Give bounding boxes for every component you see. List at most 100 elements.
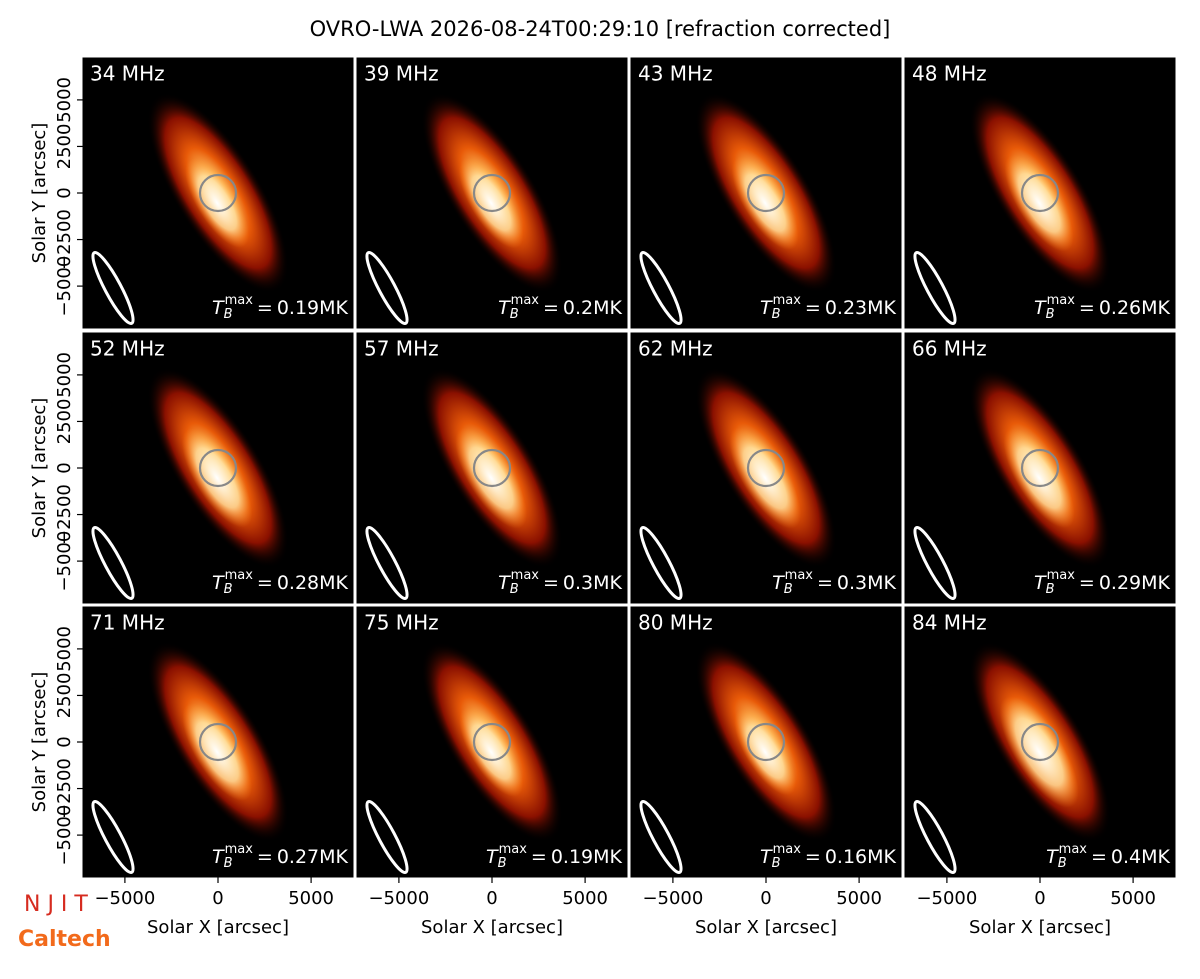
solar-disk (198, 173, 238, 213)
tb-label: TBmax = 0.16MK (760, 842, 896, 871)
x-tick-label: 5000 (562, 888, 608, 909)
tb-part: B (1046, 582, 1055, 597)
beam (913, 799, 957, 875)
tb-part: = (805, 297, 821, 319)
tb-part: 0.26MK (1099, 297, 1171, 319)
x-tick-label: −5000 (94, 888, 155, 909)
y-tick-label: −2500 (54, 484, 75, 545)
beam (913, 250, 957, 326)
y-tick-label: −5000 (54, 531, 75, 592)
panel-label: 62 MHz (638, 337, 713, 361)
tb-part: 0.19MK (551, 846, 623, 868)
solar-disk (1020, 448, 1060, 488)
tb-part: = (1091, 846, 1107, 868)
chart-title: OVRO-LWA 2026-08-24T00:29:10 [refraction… (310, 17, 891, 41)
y-tick-label: −2500 (54, 758, 75, 819)
panel-frame (904, 332, 1176, 604)
tb-part: B (1058, 856, 1067, 871)
y-axis-label: Solar Y [arcsec] (29, 398, 50, 539)
x-tick-label: 5000 (1110, 888, 1156, 909)
heatmap (365, 92, 563, 326)
x-axis-label: Solar X [arcsec] (969, 917, 1111, 938)
solar-disk (472, 722, 512, 762)
tb-part: T (212, 846, 225, 868)
beam (91, 525, 135, 601)
tb-part: = (543, 297, 559, 319)
y-tick-label: 0 (54, 736, 75, 747)
beam (913, 525, 957, 601)
y-tick-label: 0 (54, 462, 75, 473)
x-tick-label: −5000 (368, 888, 429, 909)
panel-label: 34 MHz (90, 62, 165, 86)
y-tick-label: −5000 (54, 805, 75, 866)
heatmap (365, 641, 563, 875)
panel-label: 48 MHz (912, 62, 987, 86)
tb-part: T (498, 572, 511, 594)
panel-label: 75 MHz (364, 611, 439, 635)
tb-label: TBmax = 0.27MK (212, 842, 348, 871)
tb-part: max (225, 293, 254, 308)
beam (639, 525, 683, 601)
heatmap (639, 641, 837, 875)
tb-part: 0.2MK (563, 297, 623, 319)
solar-disk (746, 448, 786, 488)
y-axis-label: Solar Y [arcsec] (29, 672, 50, 813)
logo: N J I T (24, 892, 88, 917)
tb-part: max (1047, 568, 1076, 583)
solar-disk (198, 722, 238, 762)
panel-label: 66 MHz (912, 337, 987, 361)
tb-part: = (257, 846, 273, 868)
tb-part: 0.3MK (563, 572, 623, 594)
emission-core (181, 428, 253, 528)
tb-part: T (760, 297, 773, 319)
heatmap (365, 367, 563, 601)
panel-frame (356, 57, 628, 329)
y-tick-label: −2500 (54, 209, 75, 270)
tb-label: TBmax = 0.3MK (772, 568, 896, 597)
emission-core (734, 708, 797, 796)
tb-part: max (1059, 842, 1088, 857)
tb-part: max (785, 568, 814, 583)
y-axis-label: Solar Y [arcsec] (29, 123, 50, 264)
panel-frame (904, 57, 1176, 329)
heatmap (639, 92, 837, 326)
panel-frame (630, 332, 902, 604)
tb-part: B (772, 856, 781, 871)
y-tick-label: 2500 (54, 124, 75, 170)
emission-core (1003, 427, 1075, 528)
panel-label: 52 MHz (90, 337, 165, 361)
x-tick-label: 5000 (288, 888, 334, 909)
emission-core (1004, 154, 1074, 252)
tb-part: B (510, 582, 519, 597)
heatmap (91, 641, 289, 875)
tb-part: max (225, 568, 254, 583)
tb-part: T (212, 572, 225, 594)
tb-part: = (257, 572, 273, 594)
emission-core (455, 427, 528, 529)
emission-core (185, 158, 250, 248)
panel-label: 71 MHz (90, 611, 165, 635)
x-tick-label: 5000 (836, 888, 882, 909)
heatmap (913, 367, 1111, 601)
tb-label: TBmax = 0.19MK (486, 842, 622, 871)
beam (91, 250, 135, 326)
heatmap (639, 367, 837, 601)
tb-part: max (225, 842, 254, 857)
solar-disk (1020, 722, 1060, 762)
x-tick-label: 0 (486, 888, 497, 909)
y-tick-label: 0 (54, 187, 75, 198)
solar-disk (1020, 173, 1060, 213)
tb-part: 0.4MK (1111, 846, 1171, 868)
heatmap (913, 641, 1111, 875)
tb-part: max (773, 293, 802, 308)
x-axis-label: Solar X [arcsec] (147, 917, 289, 938)
panel-label: 57 MHz (364, 337, 439, 361)
x-tick-label: 0 (760, 888, 771, 909)
beam (91, 799, 135, 875)
tb-part: T (1034, 572, 1047, 594)
tb-label: TBmax = 0.23MK (760, 293, 896, 322)
tb-label: TBmax = 0.4MK (1046, 842, 1170, 871)
emission-core (182, 702, 253, 801)
beam (639, 799, 683, 875)
tb-part: max (499, 842, 528, 857)
